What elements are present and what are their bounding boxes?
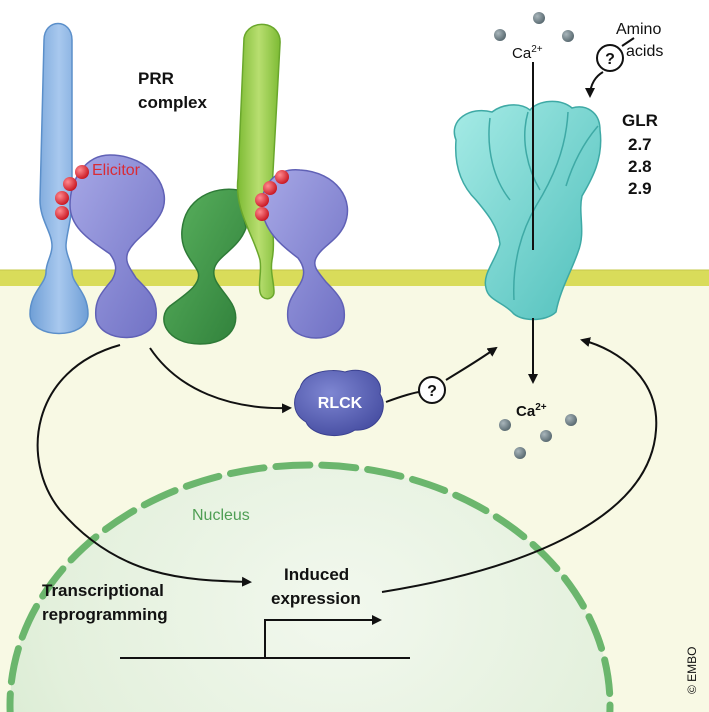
calcium-bottom-label: Ca2+ bbox=[516, 402, 547, 420]
calcium-ions-top bbox=[494, 12, 574, 42]
rlck-label: RLCK bbox=[318, 395, 363, 412]
transcriptional-label-line1: Transcriptional bbox=[42, 581, 164, 600]
arrow-amino-acids-to-glr bbox=[585, 71, 604, 98]
copyright-label: © EMBO bbox=[685, 646, 699, 694]
nucleus bbox=[10, 465, 610, 712]
induced-expression-label-line2: expression bbox=[271, 589, 361, 608]
nucleus-label: Nucleus bbox=[192, 507, 250, 524]
induced-expression-label-line1: Induced bbox=[284, 565, 349, 584]
transcriptional-label-line2: reprogramming bbox=[42, 605, 168, 624]
unknown-mechanism-amino-mark: ? bbox=[605, 51, 615, 68]
calcium-ions-bottom bbox=[499, 414, 577, 459]
plasma-membrane bbox=[0, 270, 709, 286]
unknown-mechanism-amino-circle bbox=[596, 44, 624, 72]
glr-2-8-label: 2.8 bbox=[628, 157, 652, 176]
unknown-mechanism-rlck-mark: ? bbox=[427, 383, 437, 400]
elicitor-right bbox=[255, 170, 289, 221]
glr-2-9-label: 2.9 bbox=[628, 179, 652, 198]
rlck-kinase bbox=[294, 369, 384, 437]
amino-acids-leader-line bbox=[621, 37, 635, 47]
transcription-start-arrow bbox=[264, 615, 382, 658]
calcium-bottom-symbol: Ca bbox=[516, 403, 536, 420]
calcium-top-charge: 2+ bbox=[531, 44, 543, 55]
prr-receptor-dark-green bbox=[163, 188, 247, 345]
elicitor-label: Elicitor bbox=[92, 162, 141, 179]
glr-channel bbox=[453, 100, 602, 321]
elicitor-left bbox=[55, 165, 89, 220]
amino-acids-label-line1: Amino bbox=[616, 21, 661, 38]
arrow-question-to-glr bbox=[445, 346, 498, 381]
coreceptor-purple-right bbox=[261, 169, 349, 339]
arrow-prr-to-rlck bbox=[149, 347, 292, 414]
unknown-mechanism-rlck-circle bbox=[418, 376, 446, 404]
arrow-prr-to-nucleus bbox=[36, 344, 252, 587]
nuclear-envelope bbox=[6, 461, 614, 712]
calcium-bottom-charge: 2+ bbox=[535, 402, 547, 413]
glr-label: GLR bbox=[622, 111, 658, 130]
glr-2-7-label: 2.7 bbox=[628, 135, 652, 154]
prr-label-line1: PRR bbox=[138, 69, 174, 88]
arrow-expression-to-glr bbox=[381, 337, 658, 593]
coreceptor-purple-left bbox=[69, 154, 166, 339]
amino-acids-label-line2: acids bbox=[626, 43, 663, 60]
calcium-top-label: Ca2+ bbox=[512, 44, 543, 62]
calcium-top-symbol: Ca bbox=[512, 45, 532, 62]
prr-label-line2: complex bbox=[138, 93, 208, 112]
